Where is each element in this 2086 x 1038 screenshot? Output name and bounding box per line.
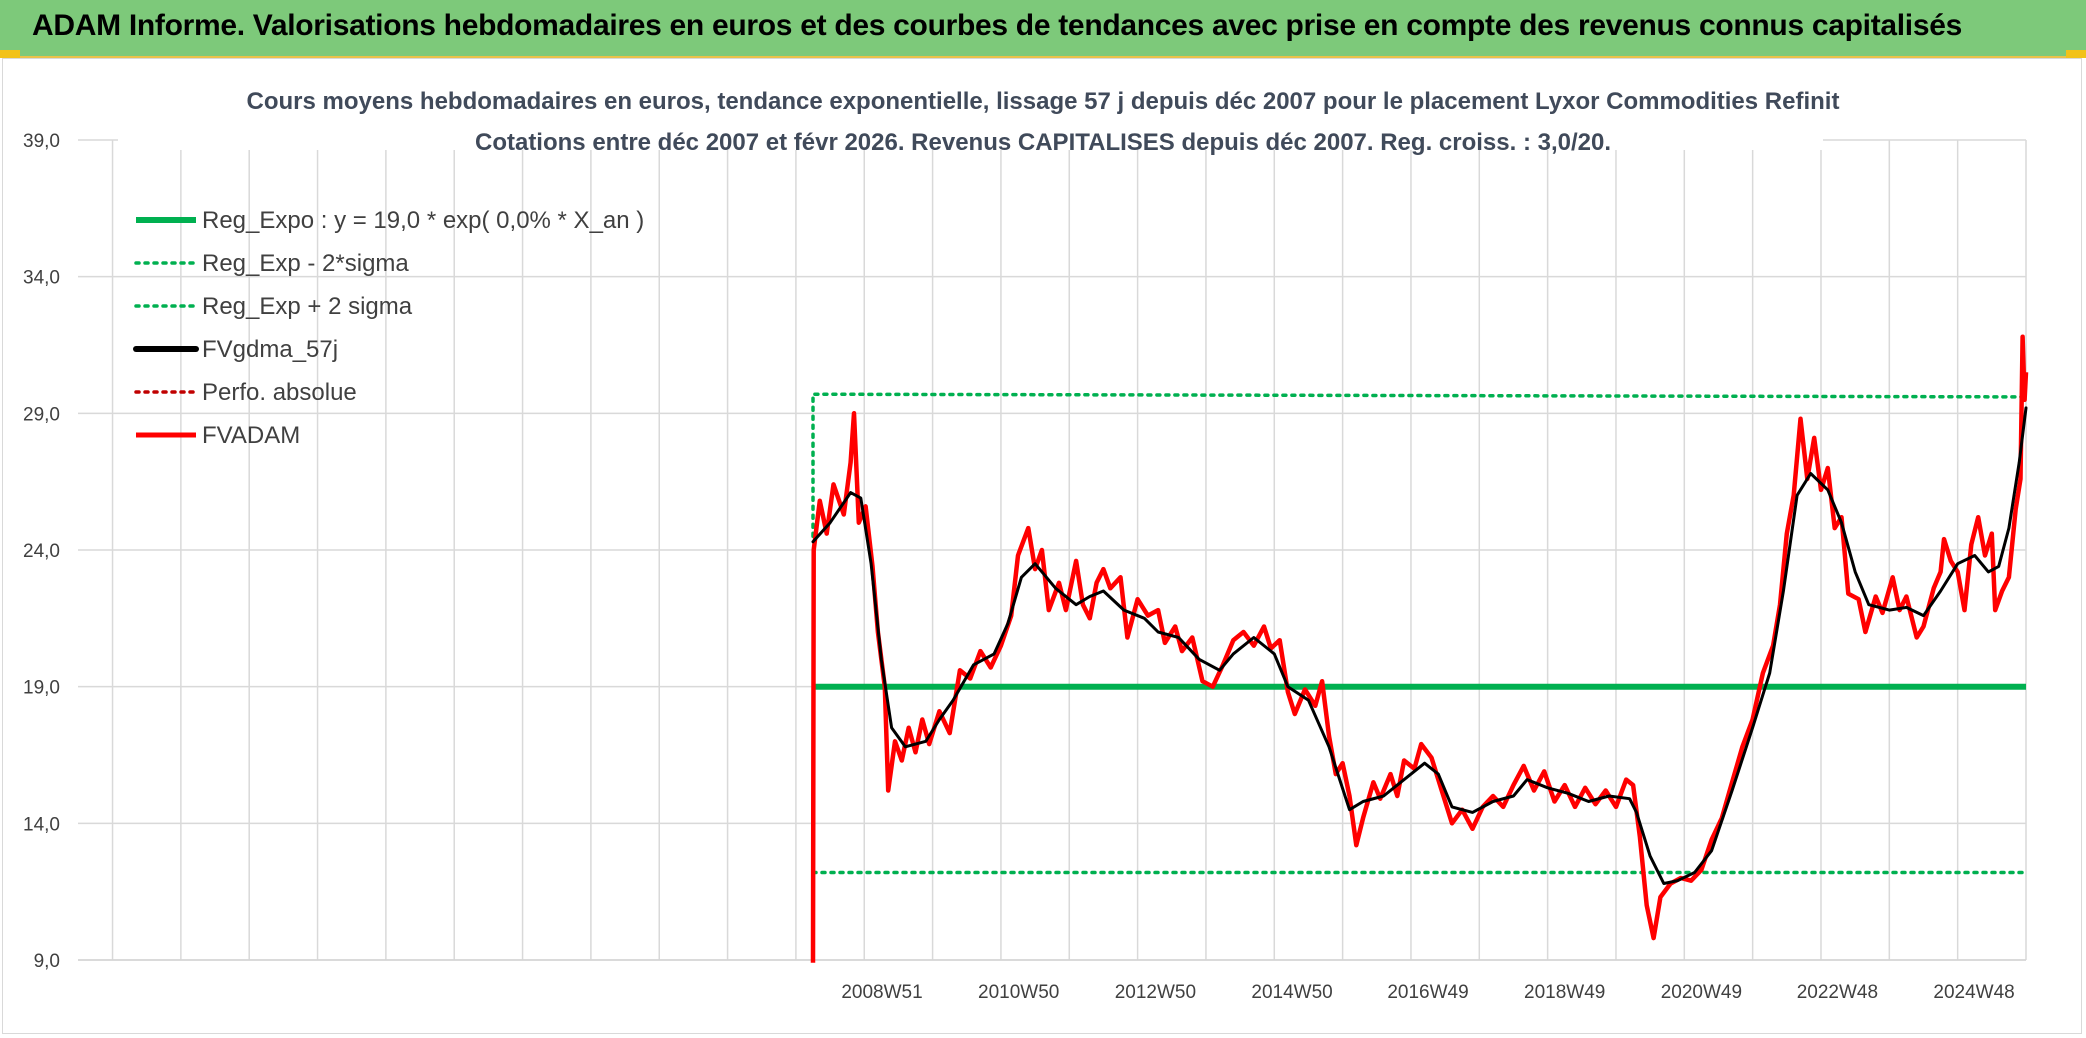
series-line xyxy=(811,406,2028,885)
legend-label: FVADAM xyxy=(202,422,300,449)
chart-subtitle: Cotations entre déc 2007 et févr 2026. R… xyxy=(475,129,1611,156)
x-tick-label: 2020W49 xyxy=(1661,982,1742,1003)
y-tick-label: 29,0 xyxy=(23,404,60,425)
plot-series xyxy=(810,334,2029,963)
legend-label: Reg_Expo : y = 19,0 * exp( 0,0% * X_an ) xyxy=(202,207,644,234)
x-tick-label: 2010W50 xyxy=(978,982,1059,1003)
legend-label: Reg_Exp + 2 sigma xyxy=(202,293,413,320)
title-backdrop xyxy=(118,88,1823,150)
x-tick-label: 2016W49 xyxy=(1387,982,1468,1003)
y-tick-label: 14,0 xyxy=(23,814,60,835)
y-tick-label: 34,0 xyxy=(23,268,60,289)
x-tick-label: 2022W48 xyxy=(1797,982,1878,1003)
y-tick-label: 19,0 xyxy=(23,678,60,699)
report-banner: ADAM Informe. Valorisations hebdomadaire… xyxy=(0,0,2086,58)
legend-label: FVgdma_57j xyxy=(202,336,338,363)
series-line xyxy=(811,392,2028,539)
x-axis-ticks: 2008W51 2010W50 2012W50 2014W50 2016W49 2018W… xyxy=(841,982,2014,1003)
report-title: ADAM Informe. Valorisations hebdomadaire… xyxy=(32,9,1963,42)
x-tick-label: 2024W48 xyxy=(1933,982,2014,1003)
y-tick-label: 24,0 xyxy=(23,541,60,562)
x-tick-label: 2018W49 xyxy=(1524,982,1605,1003)
y-tick-label: 9,0 xyxy=(34,951,60,972)
chart-frame xyxy=(2,58,2082,1034)
y-axis-ticks: 9,0 14,0 19,0 24,0 29,0 34,0 39,0 xyxy=(23,131,60,972)
x-tick-label: 2014W50 xyxy=(1251,982,1332,1003)
x-tick-label: 2008W51 xyxy=(841,982,922,1003)
legend-label: Reg_Exp - 2*sigma xyxy=(202,250,409,277)
legend-label: Perfo. absolue xyxy=(202,379,357,406)
x-tick-label: 2012W50 xyxy=(1115,982,1196,1003)
series-line xyxy=(810,334,2029,963)
banner-corner-left xyxy=(0,50,20,58)
chart-title: Cours moyens hebdomadaires en euros, ten… xyxy=(247,88,1840,115)
chart-legend: Reg_Expo : y = 19,0 * exp( 0,0% * X_an )… xyxy=(133,207,644,449)
y-tick-label: 39,0 xyxy=(23,131,60,152)
banner-corner-right xyxy=(2066,50,2086,58)
